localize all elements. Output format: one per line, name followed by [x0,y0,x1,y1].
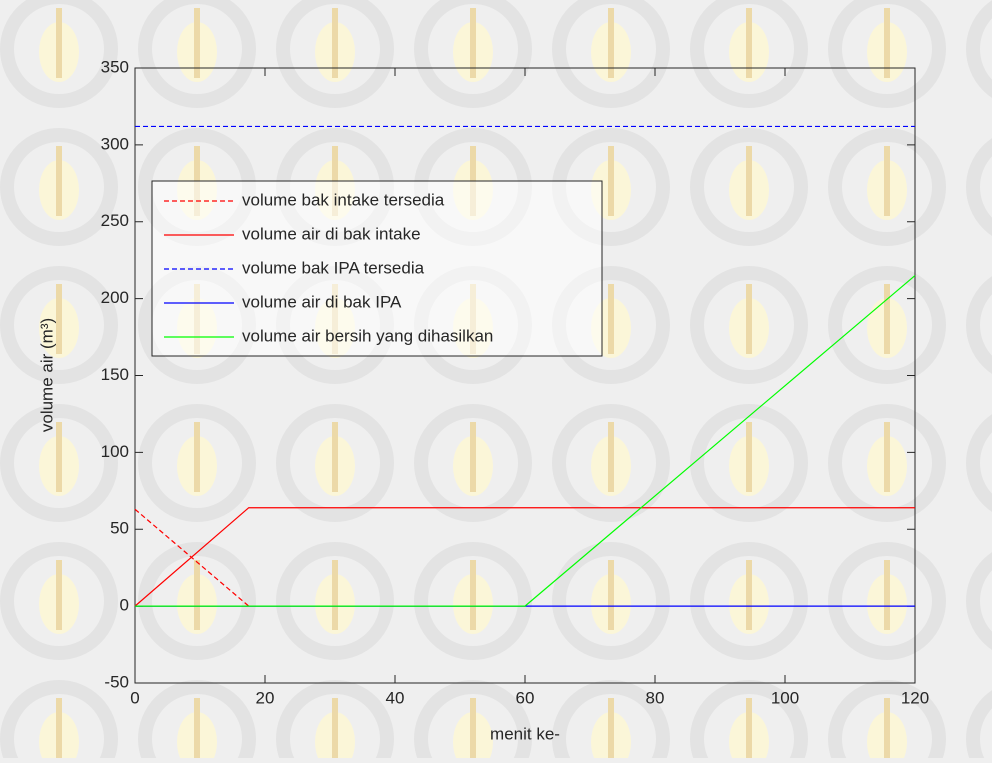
y-tick-label: 300 [101,134,129,153]
legend-label: volume bak IPA tersedia [242,258,425,277]
x-tick-label: 80 [646,688,665,707]
legend-label: volume bak intake tersedia [242,190,445,209]
watermark [0,0,992,758]
y-tick-label: 100 [101,442,129,461]
x-tick-label: 20 [256,688,275,707]
page: menit ke- volume air (m³) -5005010015020… [0,0,992,763]
x-tick-label: 40 [386,688,405,707]
y-tick-label: 150 [101,365,129,384]
legend-label: volume air bersih yang dihasilkan [242,326,493,345]
x-tick-label: 60 [516,688,535,707]
legend-label: volume air di bak intake [242,224,421,243]
y-tick-label: 200 [101,288,129,307]
y-tick-label: 250 [101,211,129,230]
x-tick-label: 0 [130,688,139,707]
y-tick-label: 0 [120,596,129,615]
y-tick-label: 350 [101,57,129,76]
y-tick-label: 50 [110,519,129,538]
y-axis-label: volume air (m³) [37,318,56,432]
chart: menit ke- volume air (m³) -5005010015020… [0,0,992,758]
legend-label: volume air di bak IPA [242,292,402,311]
x-tick-label: 100 [771,688,799,707]
x-axis-label: menit ke- [490,724,560,743]
y-tick-label: -50 [104,672,129,691]
x-tick-label: 120 [901,688,929,707]
